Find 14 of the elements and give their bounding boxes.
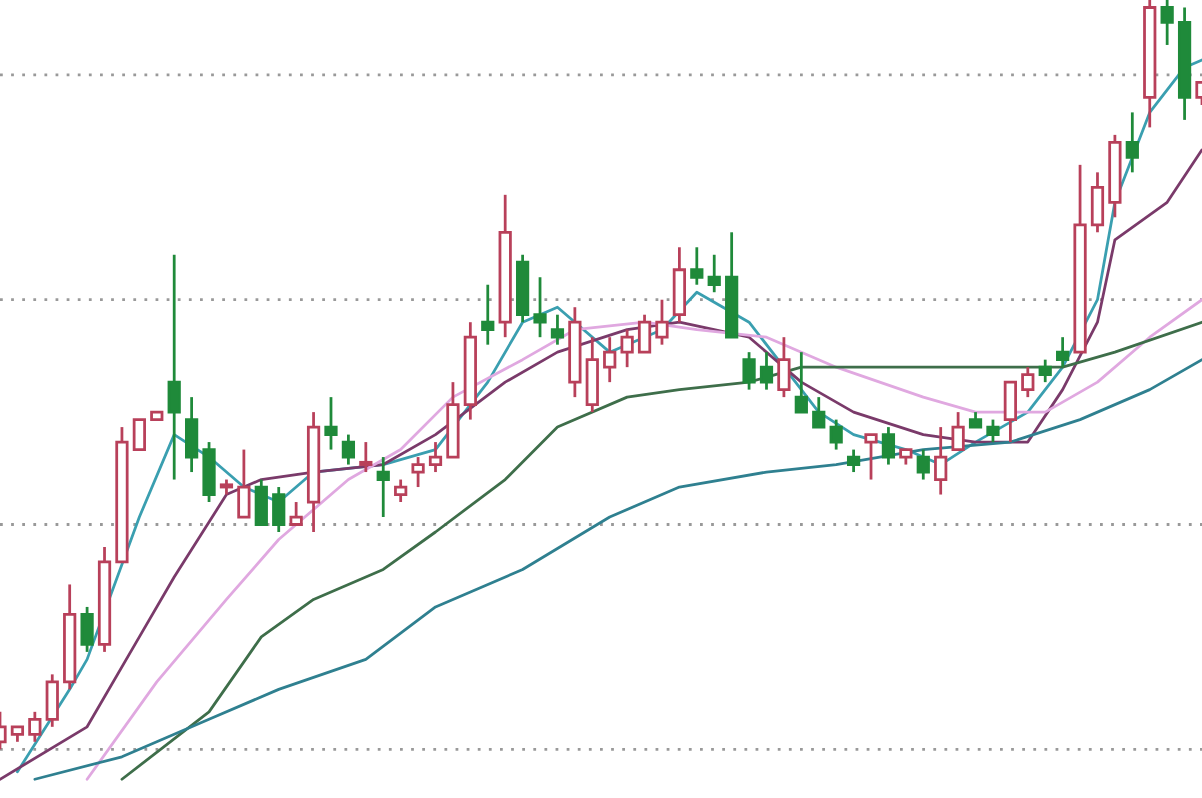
- candlestick: [934, 425, 948, 496]
- candlestick: [185, 395, 199, 474]
- candlestick: [1143, 0, 1157, 129]
- candlestick: [603, 335, 617, 384]
- candlestick: [498, 193, 512, 339]
- candlestick: [1125, 111, 1139, 174]
- candlestick: [1160, 0, 1174, 47]
- candlestick: [481, 283, 495, 347]
- candlestick: [167, 253, 181, 481]
- candlestick: [568, 305, 582, 399]
- candlestick: [376, 455, 390, 519]
- candlestick: [1177, 6, 1192, 122]
- candlestick: [463, 320, 477, 421]
- candlestick: [306, 410, 321, 534]
